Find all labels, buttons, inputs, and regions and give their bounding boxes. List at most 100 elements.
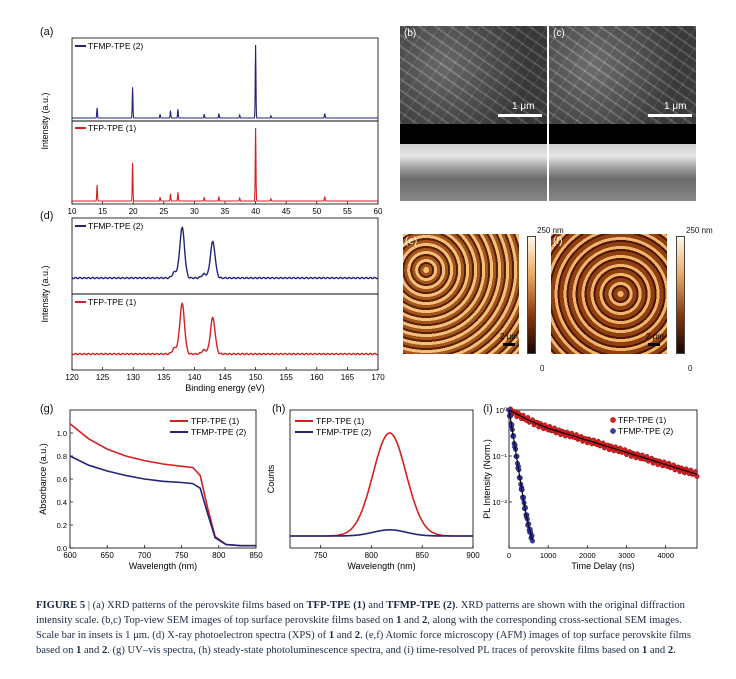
xrd-x-tick-label: 20: [129, 207, 138, 216]
xps-x-tick-label: 170: [371, 373, 385, 382]
xps-xlabel: Binding energy (eV): [185, 383, 265, 393]
uv-x-tick-label: 750: [175, 551, 189, 560]
scale-label-b: 1 μm: [512, 101, 535, 112]
scale-label-f: 2 μm: [646, 332, 664, 341]
trpl-x-tick-label: 2000: [579, 551, 596, 560]
caption-and-4: and: [83, 645, 100, 656]
xps-x-tick-label: 120: [65, 373, 79, 382]
caption-compound-2: TFMP-TPE: [386, 600, 441, 611]
xrd-legend-top: TFMP-TPE (2): [88, 41, 143, 51]
sem-top-view-b: [400, 26, 547, 124]
panel-label-b: (b): [404, 28, 417, 39]
trpl-ylabel: PL Intensity (Norm.): [482, 439, 492, 519]
pl-frame: [289, 409, 474, 549]
trpl-legend-1: TFP-TPE (1): [618, 415, 666, 425]
uv-x-tick-label: 700: [138, 551, 152, 560]
xrd-x-tick-label: 35: [221, 207, 230, 216]
caption-end: .: [673, 645, 676, 656]
uv-y-tick-label: 0.8: [57, 452, 67, 461]
colorbar-top-f: 250 nm: [686, 226, 713, 235]
xrd-x-tick-label: 40: [251, 207, 260, 216]
pl-legend-1: TFP-TPE (1): [316, 416, 364, 426]
uv-y-tick-label: 0.0: [57, 544, 67, 553]
panel-d: (d): [36, 210, 386, 400]
scale-bar-e: [503, 343, 515, 346]
colorbar-f: [676, 236, 685, 354]
trpl-fit-tfp: [508, 409, 698, 475]
caption-lead: FIGURE 5: [36, 600, 86, 611]
caption-n7: 1: [641, 645, 648, 656]
trpl-x-tick-label: 3000: [618, 551, 635, 560]
xps-x-tick-label: 155: [280, 373, 294, 382]
xrd-series-tfmp: [72, 44, 378, 119]
trpl-y-tick-label: 10⁻¹: [492, 452, 507, 461]
pl-series-tfmp: [290, 529, 473, 537]
panel-label-f: (f): [553, 236, 563, 247]
pl-x-tick-label: 900: [466, 551, 480, 560]
caption-num-2: (2): [443, 600, 456, 611]
pl-chart: 750 800 850 900 Wavelength (nm) Counts TFP-TPE…: [266, 409, 480, 571]
xrd-x-tick-label: 60: [374, 207, 383, 216]
trpl-y-tick-label: 10⁻²: [492, 498, 507, 507]
pl-ylabel: Counts: [266, 464, 276, 493]
uv-legend-2: TFMP-TPE (2): [191, 427, 246, 437]
caption-n6: 2: [101, 645, 108, 656]
uv-y-tick-label: 0.6: [57, 475, 67, 484]
panel-label-c: (c): [553, 28, 565, 39]
caption-text-3: , along with the corresponding cross-sec…: [36, 615, 682, 641]
uv-y-tick-label: 0.2: [57, 521, 67, 530]
colorbar-e: [527, 236, 536, 354]
caption-and-5: and: [649, 645, 666, 656]
xrd-bottom-frame: [71, 120, 379, 205]
xrd-x-tick-label: 30: [190, 207, 199, 216]
uv-vis-chart: 600 650 700 750 800 850 0.0 0.2 0.4 0.6 0.8 1.0 Wave…: [38, 409, 263, 571]
xps-chart: 120 125 130 135 140 145 150 155 160 165 170 Binding…: [40, 217, 385, 393]
caption-num-1: (1): [353, 600, 366, 611]
xrd-ylabel: Intensity (a.u.): [40, 92, 50, 149]
scale-bar-b: [498, 114, 542, 117]
xps-x-tick-label: 145: [218, 373, 232, 382]
pl-series-tfp: [290, 432, 473, 537]
colorbar-bottom-e: 0: [540, 364, 545, 373]
trpl-x-tick-label: 0: [507, 551, 511, 560]
xps-x-tick-label: 165: [341, 373, 355, 382]
colorbar-bottom-f: 0: [688, 364, 693, 373]
trpl-point-tfp: [694, 473, 700, 479]
panel-label-g: (g): [40, 403, 54, 415]
xps-x-tick-label: 130: [127, 373, 141, 382]
uv-series-tfp: [69, 423, 256, 547]
scale-bar-c: [648, 114, 692, 117]
caption-text-2: . XRD patterns are shown with the origin…: [36, 600, 685, 626]
xrd-x-tick-label: 15: [98, 207, 107, 216]
scale-label-c: 1 μm: [664, 101, 687, 112]
uv-x-tick-label: 850: [249, 551, 263, 560]
pl-x-tick-label: 850: [415, 551, 429, 560]
caption-n8: 2: [667, 645, 674, 656]
caption-n1: 1: [396, 615, 402, 626]
xps-series-tfp: [71, 302, 379, 356]
xps-x-tick-label: 135: [157, 373, 171, 382]
afm-image-e: [403, 234, 519, 354]
uv-ylabel: Absorbance (a.u.): [38, 443, 48, 515]
pl-xlabel: Wavelength (nm): [347, 561, 415, 571]
xps-legend-top: TFMP-TPE (2): [88, 221, 143, 231]
uv-series-tfmp: [69, 455, 256, 547]
xrd-legend-bottom: TFP-TPE (1): [88, 123, 136, 133]
xrd-x-tick-label: 50: [312, 207, 321, 216]
trpl-legend-marker-2: [610, 428, 616, 434]
uv-x-tick-label: 600: [63, 551, 77, 560]
trpl-chart: 0 1000 2000 3000 4000 10⁰ 10⁻¹ 10⁻² Time Delay (…: [482, 406, 700, 571]
colorbar-top-e: 250 nm: [537, 226, 564, 235]
trpl-frame: [508, 409, 698, 549]
trpl-x-tick-label: 4000: [657, 551, 674, 560]
pl-x-tick-label: 750: [314, 551, 328, 560]
xrd-series-tfp: [72, 127, 378, 202]
uv-xlabel: Wavelength (nm): [129, 561, 197, 571]
panel-label-i: (i): [483, 403, 493, 415]
caption-text-4: . (e,f) Atomic force microscopy (AFM) im…: [36, 630, 691, 656]
xps-x-tick-label: 140: [188, 373, 202, 382]
scale-bar-f: [648, 343, 660, 346]
xps-legend-bottom: TFP-TPE (1): [88, 297, 136, 307]
caption-and-2: and: [404, 615, 420, 626]
xrd-x-tick-label: 55: [343, 207, 352, 216]
